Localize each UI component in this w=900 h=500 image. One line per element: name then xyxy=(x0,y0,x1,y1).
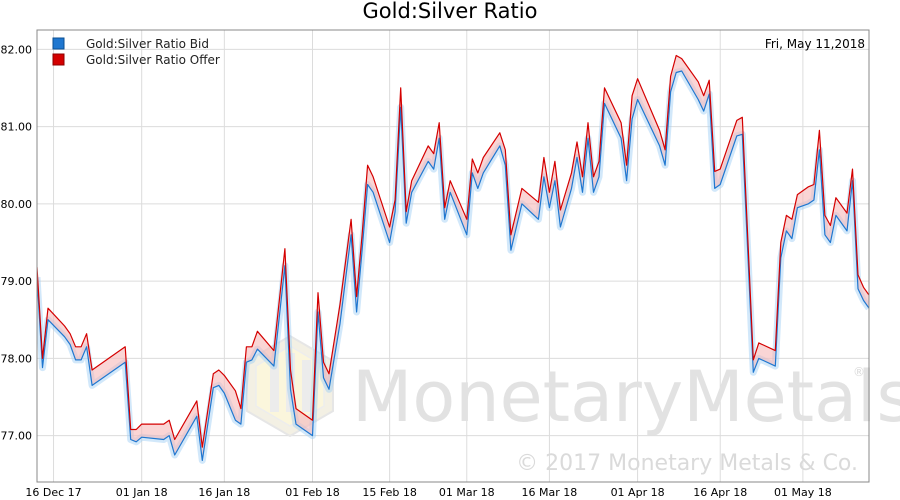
y-tick-label: 82.00 xyxy=(1,43,33,56)
legend-item-offer: Gold:Silver Ratio Offer xyxy=(52,53,220,67)
plot-frame xyxy=(36,29,870,483)
x-axis-labels: 16 Dec 17 01 Jan 18 16 Jan 18 01 Feb 18 15 F… xyxy=(25,486,831,499)
grid-lines xyxy=(37,30,869,482)
series-line-bid xyxy=(37,70,869,461)
x-tick-label: 01 Jan 18 xyxy=(116,486,168,499)
watermark-brand: MonetaryMetals xyxy=(352,356,900,438)
legend-item-bid: Gold:Silver Ratio Bid xyxy=(52,37,209,51)
y-tick-label: 78.00 xyxy=(1,352,33,365)
x-tick-label: 15 Feb 18 xyxy=(362,486,416,499)
watermark-copyright: © 2017 Monetary Metals & Co. xyxy=(516,451,858,476)
legend-swatch-offer xyxy=(52,53,65,66)
legend: Gold:Silver Ratio Bid Gold:Silver Ratio … xyxy=(52,37,220,67)
x-tick-label: 01 Apr 18 xyxy=(611,486,665,499)
y-tick-label: 81.00 xyxy=(1,121,33,134)
y-tick-label: 79.00 xyxy=(1,275,33,288)
y-tick-label: 77.00 xyxy=(1,430,33,443)
x-tick-label: 16 Jan 18 xyxy=(198,486,250,499)
x-tick-label: 01 May 18 xyxy=(774,486,832,499)
watermark: MonetaryMetals ® © 2017 Monetary Metals … xyxy=(246,334,900,476)
x-tick-label: 16 Mar 18 xyxy=(522,486,578,499)
current-date-label: Fri, May 11,2018 xyxy=(765,37,865,51)
watermark-registered: ® xyxy=(853,365,865,379)
series-line-offer xyxy=(37,54,869,448)
legend-label-offer: Gold:Silver Ratio Offer xyxy=(86,53,220,67)
legend-label-bid: Gold:Silver Ratio Bid xyxy=(86,37,209,51)
chart-title: Gold:Silver Ratio xyxy=(363,0,538,23)
y-axis-labels: 82.00 81.00 80.00 79.00 78.00 77.00 xyxy=(1,43,33,442)
x-tick-label: 01 Feb 18 xyxy=(285,486,339,499)
x-tick-label: 16 Dec 17 xyxy=(25,486,81,499)
x-tick-label: 16 Apr 18 xyxy=(693,486,747,499)
x-tick-label: 01 Mar 18 xyxy=(439,486,495,499)
series-lines xyxy=(37,54,869,461)
legend-swatch-bid xyxy=(52,37,65,50)
y-tick-label: 80.00 xyxy=(1,198,33,211)
